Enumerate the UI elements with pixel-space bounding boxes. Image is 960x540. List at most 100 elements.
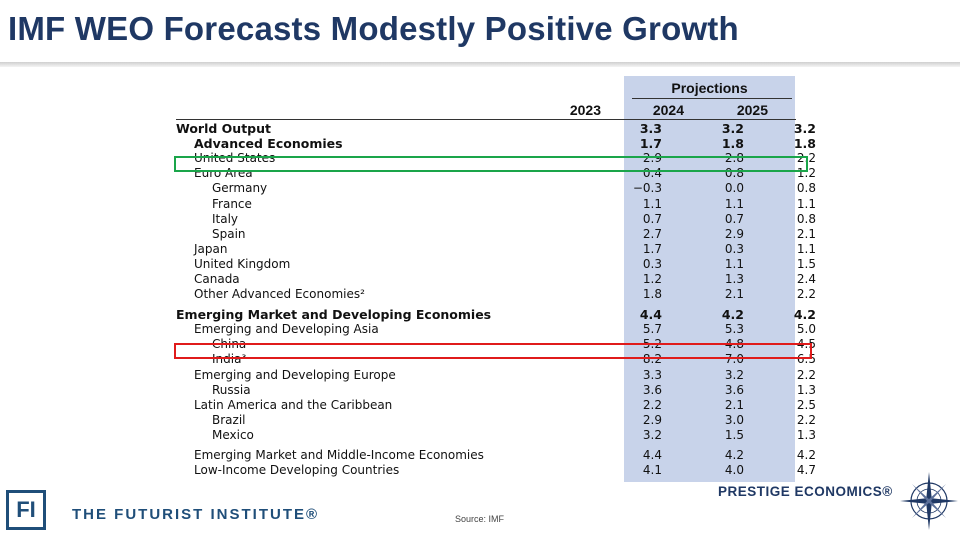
- projections-header: Projections: [671, 80, 748, 96]
- value-2024: 1.1: [724, 196, 744, 211]
- value-2024: 4.2: [721, 307, 744, 323]
- table-row: Emerging and Developing Asia 5.7 5.3 5.0: [176, 322, 818, 337]
- fi-logo-icon: FI: [6, 490, 46, 530]
- row-label: Spain: [212, 226, 246, 241]
- china-highlight-box: [174, 343, 812, 359]
- year-2024-header: 2024: [652, 102, 684, 118]
- value-2023: 2.9: [642, 412, 662, 427]
- value-2023: 1.8: [642, 287, 662, 302]
- table-row: Other Advanced Economies² 1.8 2.1 2.2: [176, 287, 818, 302]
- value-2023: 2.9: [642, 151, 662, 166]
- row-label: Italy: [212, 211, 239, 226]
- row-label: France: [212, 196, 252, 211]
- value-2025: 4.2: [796, 448, 816, 463]
- row-label: World Output: [176, 121, 272, 137]
- year-2023-header: 2023: [569, 102, 601, 118]
- row-label: Emerging and Developing Asia: [194, 322, 379, 337]
- row-label: Low-Income Developing Countries: [194, 463, 400, 478]
- projections-underline: [632, 98, 792, 99]
- value-2025: 4.7: [796, 463, 816, 478]
- row-label: Emerging Market and Developing Economies: [176, 307, 492, 323]
- value-2024: 1.5: [724, 427, 744, 442]
- value-2025: 2.5: [796, 397, 816, 412]
- source-note: Source: IMF: [455, 514, 505, 524]
- compass-rose-icon: [900, 472, 958, 530]
- table-row: Canada 1.2 1.3 2.4: [176, 272, 818, 287]
- row-label: Japan: [194, 241, 228, 256]
- header-divider: [176, 119, 796, 120]
- value-2023: 4.4: [639, 307, 662, 323]
- value-2023: 1.2: [642, 271, 662, 286]
- row-label: United Kingdom: [194, 256, 291, 271]
- row-label: Russia: [212, 382, 251, 397]
- value-2025: 2.1: [796, 226, 816, 241]
- row-label: Latin America and the Caribbean: [194, 397, 393, 412]
- table-row: United States 2.9 2.8 2.2: [176, 151, 818, 166]
- value-2023: 3.3: [642, 367, 662, 382]
- value-2023: 8.2: [642, 352, 662, 367]
- value-2024: 4.0: [724, 463, 744, 478]
- value-2025: 2.2: [796, 367, 816, 382]
- value-2024: 0.3: [724, 241, 744, 256]
- row-label: Other Advanced Economies²: [194, 287, 365, 302]
- table-row: France 1.1 1.1 1.1: [176, 196, 818, 211]
- value-2023: 3.3: [639, 121, 662, 137]
- table-row: Emerging and Developing Europe 3.3 3.2 2.2: [176, 368, 818, 383]
- value-2024: 1.8: [721, 136, 744, 152]
- value-2025: 1.1: [796, 241, 816, 256]
- value-2025: 2.2: [796, 412, 816, 427]
- value-2025: 0.8: [796, 181, 816, 196]
- table-row: Emerging Market and Developing Economies…: [176, 302, 818, 322]
- value-2024: 0.8: [724, 166, 744, 181]
- table-row: Emerging Market and Middle-Income Econom…: [176, 443, 818, 463]
- value-2025: 2.2: [796, 287, 816, 302]
- value-2025: 1.1: [796, 196, 816, 211]
- row-label: Advanced Economies: [194, 136, 343, 152]
- row-label: Emerging and Developing Europe: [194, 367, 396, 382]
- value-2025: 1.5: [796, 256, 816, 271]
- row-label: India³: [212, 352, 247, 367]
- value-2023: 4.4: [642, 448, 662, 463]
- value-2025: 4.2: [793, 307, 816, 323]
- weo-forecast-table: World Output 3.3 3.2 3.2 Advanced Economies 1…: [176, 121, 818, 478]
- value-2024: 3.6: [724, 382, 744, 397]
- value-2024: 4.2: [724, 448, 744, 463]
- row-label: Germany: [212, 181, 268, 196]
- value-2024: 5.3: [724, 322, 744, 337]
- value-2023: 5.7: [642, 322, 662, 337]
- table-row: Italy 0.7 0.7 0.8: [176, 212, 818, 227]
- value-2025: 2.4: [796, 271, 816, 286]
- value-2023: 0.4: [642, 166, 662, 181]
- table-row: Germany −0.3 0.0 0.8: [176, 181, 818, 196]
- value-2023: 4.1: [642, 463, 662, 478]
- value-2024: 2.9: [724, 226, 744, 241]
- value-2024: 3.2: [721, 121, 744, 137]
- value-2025: 3.2: [793, 121, 816, 137]
- value-2024: 0.0: [724, 181, 744, 196]
- title-divider: [0, 62, 960, 67]
- value-2023: −0.3: [632, 181, 662, 196]
- value-2024: 3.2: [724, 367, 744, 382]
- projections-band: [624, 76, 795, 482]
- table-row: Advanced Economies 1.7 1.8 1.8: [176, 136, 818, 151]
- value-2023: 0.7: [642, 211, 662, 226]
- table-row: Brazil 2.9 3.0 2.2: [176, 413, 818, 428]
- value-2024: 1.1: [724, 256, 744, 271]
- table-row: Russia 3.6 3.6 1.3: [176, 383, 818, 398]
- value-2024: 2.1: [724, 397, 744, 412]
- value-2025: 1.2: [796, 166, 816, 181]
- value-2025: 1.8: [793, 136, 816, 152]
- us-highlight-box: [174, 156, 808, 172]
- value-2023: 3.6: [642, 382, 662, 397]
- table-row: World Output 3.3 3.2 3.2: [176, 121, 818, 136]
- value-2024: 2.8: [724, 151, 744, 166]
- row-label: Brazil: [212, 412, 246, 427]
- page-title: IMF WEO Forecasts Modestly Positive Grow…: [8, 10, 739, 47]
- value-2023: 2.7: [642, 226, 662, 241]
- row-label: United States: [194, 151, 276, 166]
- row-label: Emerging Market and Middle-Income Econom…: [194, 448, 484, 463]
- row-label: Euro Area: [194, 166, 253, 181]
- value-2023: 0.3: [642, 256, 662, 271]
- table-row: Spain 2.7 2.9 2.1: [176, 227, 818, 242]
- table-row: Euro Area 0.4 0.8 1.2: [176, 166, 818, 181]
